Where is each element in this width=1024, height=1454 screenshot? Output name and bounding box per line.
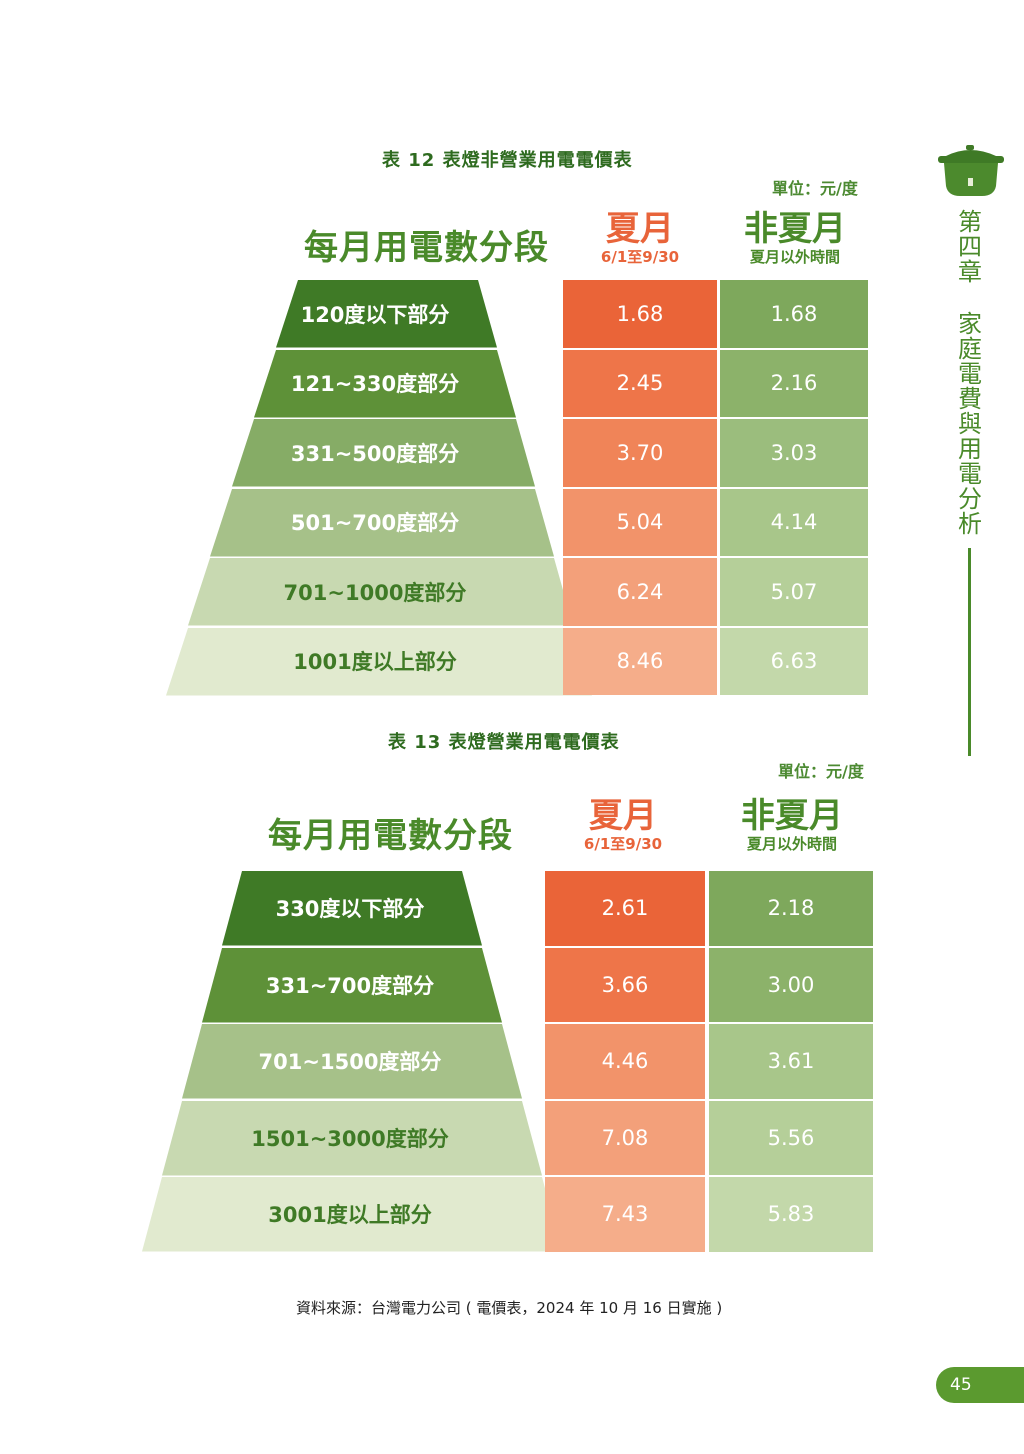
table12-title: 表 12 表燈非營業用電電價表: [382, 150, 633, 171]
tier-band: [232, 419, 535, 487]
tier-label: 1501~3000度部分: [251, 1126, 449, 1151]
table13-summer-label: 夏月: [589, 796, 657, 836]
tier-label: 501~700度部分: [290, 511, 460, 536]
summer-rate-cell: 2.61: [545, 871, 705, 946]
nonsummer-rate-cell: 4.14: [720, 488, 868, 556]
nonsummer-rate-cell: 5.83: [709, 1177, 873, 1252]
nonsummer-rate-cell: 5.07: [720, 558, 868, 626]
tier-label: 331~700度部分: [265, 973, 435, 998]
tier-band: [202, 947, 502, 1022]
summer-rate-cell: 8.46: [563, 627, 717, 695]
table12-nonsummer-range: 夏月以外時間: [749, 248, 840, 266]
tier-band: [182, 1024, 522, 1099]
page-number: 45: [936, 1367, 1024, 1403]
table13-summer-range: 6/1至9/30: [583, 835, 663, 853]
summer-rate-cell: 2.45: [563, 349, 717, 417]
table12-summer-label: 夏月: [606, 209, 674, 249]
tier-label: 120度以下部分: [300, 302, 450, 327]
table13-tier-header: 每月用電數分段: [268, 816, 513, 856]
tier-label: 3001度以上部分: [268, 1203, 432, 1228]
summer-rate-cell: 6.24: [563, 558, 717, 626]
table13-nonsummer-label: 非夏月: [741, 796, 843, 836]
table13-summer-header: 夏月 6/1至9/30: [558, 797, 688, 853]
summer-rate-cell: 7.43: [545, 1177, 705, 1252]
nonsummer-rate-cell: 1.68: [720, 280, 868, 348]
sidebar-divider: [968, 548, 971, 756]
table13-unit: 單位：元/度: [778, 762, 864, 781]
tier-label: 701~1500度部分: [258, 1050, 442, 1075]
table13-title: 表 13 表燈營業用電電價表: [388, 732, 620, 753]
table12-summer-range: 6/1至9/30: [600, 248, 680, 266]
rice-cooker-icon: [938, 145, 1004, 196]
table12-tier-header: 每月用電數分段: [304, 228, 549, 268]
tier-band: [162, 1100, 542, 1175]
summer-rate-cell: 3.70: [563, 419, 717, 487]
source-note: 資料來源：台灣電力公司 ( 電價表，2024 年 10 月 16 日實施 ): [296, 1299, 723, 1317]
table12-unit: 單位：元/度: [772, 179, 858, 198]
nonsummer-rate-cell: 3.00: [709, 947, 873, 1022]
tier-label: 330度以下部分: [275, 897, 425, 922]
summer-rate-cell: 4.46: [545, 1024, 705, 1099]
table12-nonsummer-label: 非夏月: [744, 209, 846, 249]
nonsummer-rate-cell: 3.61: [709, 1024, 873, 1099]
summer-rate-cell: 3.66: [545, 947, 705, 1022]
nonsummer-rate-cell: 6.63: [720, 627, 868, 695]
sidebar-chapter-title: 家庭電費與用電分析: [958, 310, 982, 538]
table12-summer-header: 夏月 6/1至9/30: [575, 210, 705, 266]
nonsummer-rate-cell: 2.18: [709, 871, 873, 946]
tier-band: [254, 349, 516, 417]
tier-band: [142, 1177, 562, 1252]
table13-nonsummer-range: 夏月以外時間: [746, 835, 837, 853]
tier-label: 701~1000度部分: [283, 580, 467, 605]
tier-band: [222, 871, 482, 946]
summer-rate-cell: 7.08: [545, 1100, 705, 1175]
tier-band: [188, 558, 573, 626]
tier-label: 1001度以上部分: [293, 650, 457, 675]
tier-band: [276, 280, 497, 348]
table13-nonsummer-header: 非夏月 夏月以外時間: [722, 797, 862, 853]
table12-nonsummer-header: 非夏月 夏月以外時間: [725, 210, 865, 266]
summer-rate-cell: 5.04: [563, 488, 717, 556]
tier-band: [166, 627, 592, 695]
tier-label: 331~500度部分: [290, 441, 460, 466]
nonsummer-rate-cell: 5.56: [709, 1100, 873, 1175]
tier-label: 121~330度部分: [290, 372, 460, 397]
sidebar-chapter: 第四章: [958, 208, 982, 286]
summer-rate-cell: 1.68: [563, 280, 717, 348]
tier-band: [210, 488, 554, 556]
nonsummer-rate-cell: 2.16: [720, 349, 868, 417]
nonsummer-rate-cell: 3.03: [720, 419, 868, 487]
